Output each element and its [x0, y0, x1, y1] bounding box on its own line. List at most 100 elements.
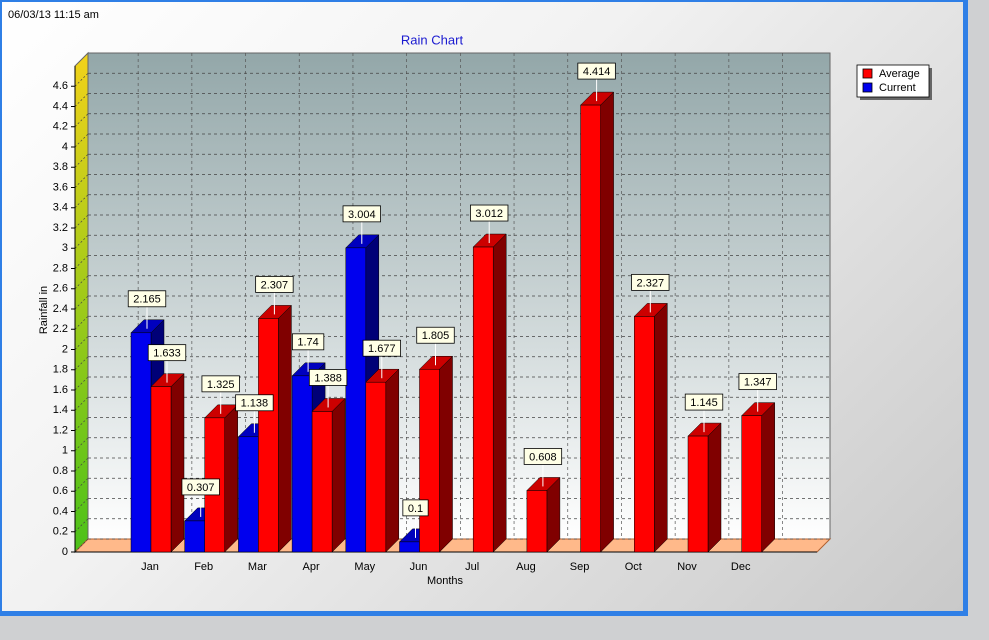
y-tick-label: 1: [62, 445, 68, 457]
y-axis-label: Rainfall in: [38, 286, 50, 334]
grid-line-side: [74, 235, 89, 249]
x-tick-label: Aug: [516, 561, 536, 573]
data-label-box: [631, 273, 670, 291]
bar-side: [170, 373, 185, 553]
x-tick-label: Sep: [570, 561, 590, 573]
data-label-box: [342, 205, 381, 223]
data-label-box: [127, 290, 167, 308]
bar: [258, 318, 279, 553]
data-label-box: [147, 344, 187, 362]
grid-line-side: [74, 356, 89, 370]
grid-line-side: [74, 73, 89, 87]
y-tick-label: 0.4: [53, 505, 68, 517]
y-tick-label: 4.6: [53, 80, 68, 92]
data-label: 1.805: [422, 330, 450, 342]
x-tick-label: Jan: [141, 561, 159, 573]
grid-line-side: [74, 538, 89, 553]
legend-swatch: [862, 82, 873, 93]
bar: [150, 386, 172, 553]
y-tick-label: 4: [62, 141, 68, 153]
data-label: 3.004: [348, 209, 376, 221]
y-tick-label: 4.2: [53, 121, 68, 133]
grid-line-side: [74, 154, 89, 168]
y-tick-label: 2.2: [53, 323, 68, 335]
grid-line-side: [74, 518, 89, 532]
y-tick-label: 1.8: [53, 364, 68, 376]
y-tick-label: 0: [62, 546, 68, 558]
data-label: 1.145: [690, 397, 718, 409]
bar: [365, 381, 387, 553]
data-label: 1.633: [153, 348, 181, 360]
y-tick-label: 3: [62, 242, 68, 254]
bar: [634, 316, 655, 553]
bar-side: [654, 302, 668, 553]
legend-label: Current: [879, 82, 916, 94]
bar-side: [600, 91, 614, 553]
bar-side: [707, 422, 722, 553]
x-tick-label: Apr: [303, 561, 320, 573]
y-tick-label: 3.8: [53, 161, 68, 173]
data-label-box: [235, 394, 274, 412]
data-label: 2.165: [133, 294, 161, 306]
data-label-box: [255, 276, 294, 293]
y-tick-label: 2.8: [53, 262, 68, 274]
bar: [130, 332, 152, 553]
data-label: 0.307: [187, 482, 215, 494]
grid-line-side: [74, 275, 89, 289]
bar: [472, 246, 494, 553]
grid-line-side: [74, 437, 89, 451]
y-tick-label: 3.2: [53, 222, 68, 234]
grid-line-side: [74, 336, 89, 350]
timestamp: 06/03/13 11:15 am: [8, 9, 99, 21]
data-label-box: [738, 373, 777, 391]
data-label-box: [402, 499, 429, 517]
data-label-box: [291, 333, 325, 351]
bar-side: [278, 304, 292, 553]
bar: [580, 104, 601, 553]
x-tick-label: Jun: [410, 561, 428, 573]
grid-line-side: [74, 113, 89, 127]
y-tick-label: 1.6: [53, 384, 68, 396]
data-label-box: [181, 478, 220, 496]
legend-swatch: [862, 68, 873, 79]
y-tick-label: 2.4: [53, 303, 68, 315]
bar: [184, 520, 205, 553]
grid-line-side: [74, 295, 89, 310]
data-label-box: [362, 339, 401, 357]
legend-label: Average: [879, 68, 920, 80]
data-label-box: [470, 204, 509, 222]
bar: [687, 435, 709, 553]
data-label-box: [416, 326, 455, 344]
y-tick-label: 0.8: [53, 465, 68, 477]
bar: [238, 436, 259, 553]
grid-line-side: [74, 397, 89, 411]
bar-side: [224, 404, 238, 553]
y-tick-label: 2: [62, 343, 68, 355]
bar: [399, 541, 420, 553]
y-tick-label: 1.4: [53, 404, 68, 416]
y-tick-label: 3.4: [53, 202, 68, 214]
grid-line-side: [74, 316, 89, 330]
data-label: 2.307: [261, 279, 289, 291]
data-label: 1.325: [207, 379, 235, 391]
bar-side: [492, 233, 507, 553]
bar: [311, 411, 333, 553]
data-label: 1.138: [241, 398, 269, 410]
y-tick-label: 2.6: [53, 283, 68, 295]
data-label: 2.327: [637, 277, 665, 289]
grid-line-side: [74, 214, 89, 229]
x-tick-label: Feb: [194, 561, 213, 573]
x-tick-label: Mar: [248, 561, 267, 573]
grid-line-side: [74, 194, 89, 208]
data-label: 1.74: [297, 337, 318, 349]
bar: [741, 415, 762, 553]
chart-title: Rain Chart: [401, 32, 464, 47]
grid-line-side: [74, 478, 89, 492]
y-tick-label: 1.2: [53, 424, 68, 436]
data-label: 1.677: [368, 343, 396, 355]
grid-line-side: [74, 417, 89, 431]
data-label: 1.347: [744, 377, 772, 389]
x-tick-label: Nov: [677, 561, 697, 573]
bar-side: [439, 355, 453, 553]
